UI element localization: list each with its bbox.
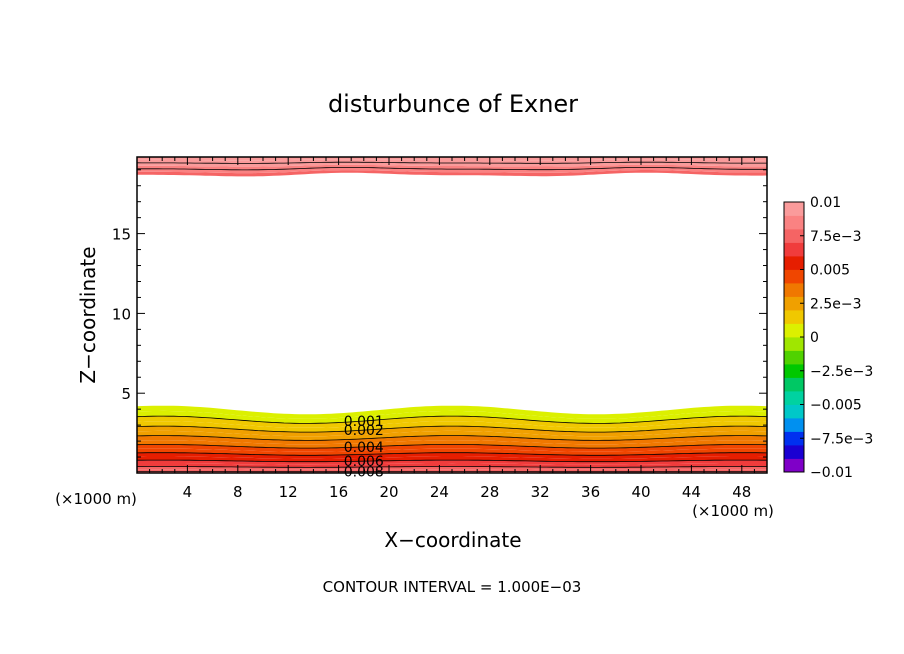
contour-band xyxy=(137,452,767,459)
colorbar-swatch xyxy=(784,418,804,432)
colorbar-label: −0.005 xyxy=(810,398,862,414)
colorbar-swatch xyxy=(784,242,804,257)
colorbar-label: 0.005 xyxy=(810,263,850,279)
contour-interval-note: CONTOUR INTERVAL = 1.000E−03 xyxy=(323,578,582,596)
contour-band xyxy=(137,430,767,441)
colorbar-swatch xyxy=(784,215,804,230)
contour-lines xyxy=(137,161,767,473)
contour-band xyxy=(137,456,767,462)
x-tick-label: 12 xyxy=(279,483,298,501)
colorbar-swatch xyxy=(784,445,804,459)
contour-label: 0.002 xyxy=(344,423,384,439)
x-tick-labels: 4 8 12 16 20 24 28 32 36 40 44 48 xyxy=(183,483,752,501)
colorbar-swatch xyxy=(784,377,804,392)
contour-line xyxy=(137,415,767,424)
y-tick-label: 10 xyxy=(112,305,131,323)
x-unit-left: (×1000 m) xyxy=(55,490,137,508)
colorbar-label: −7.5e−3 xyxy=(810,431,873,447)
colorbar: 0.01 7.5e−3 0.005 2.5e−3 0 −2.5e−3 −0.005 −7.5e… xyxy=(783,195,873,481)
contour-line xyxy=(137,444,767,449)
contour-band xyxy=(137,460,767,465)
x-unit-right: (×1000 m) xyxy=(692,502,774,520)
y-axis-label: Z−coordinate xyxy=(76,246,100,383)
contour-band xyxy=(137,448,767,456)
contour-line xyxy=(137,161,767,164)
colorbar-swatch xyxy=(784,364,804,378)
contour-line xyxy=(137,435,767,441)
contour-band xyxy=(137,405,767,419)
x-tick-label: 24 xyxy=(430,483,449,501)
colorbar-swatch xyxy=(784,202,804,216)
colorbar-label: 0.01 xyxy=(810,195,841,211)
x-tick-label: 44 xyxy=(682,483,701,501)
x-tick-label: 48 xyxy=(732,483,751,501)
colorbar-swatch xyxy=(784,229,804,243)
y-tick-label: 15 xyxy=(112,226,131,244)
axis-ticks xyxy=(137,157,767,473)
colorbar-swatch xyxy=(784,256,804,270)
colorbar-swatch xyxy=(784,296,804,311)
x-tick-label: 28 xyxy=(480,483,499,501)
x-tick-label: 32 xyxy=(531,483,550,501)
contour-band xyxy=(137,444,767,452)
y-tick-labels: 5 10 15 xyxy=(112,226,131,404)
colorbar-label: −2.5e−3 xyxy=(810,364,873,380)
contour-band xyxy=(137,463,767,468)
x-tick-label: 16 xyxy=(329,483,348,501)
contour-band xyxy=(137,416,767,428)
colorbar-label: 2.5e−3 xyxy=(810,296,862,312)
colorbar-swatch xyxy=(784,350,804,365)
x-tick-label: 36 xyxy=(581,483,600,501)
colorbar-swatch xyxy=(784,269,804,284)
x-tick-label: 20 xyxy=(379,483,398,501)
colorbar-swatch xyxy=(784,431,804,446)
chart-title: disturbunce of Exner xyxy=(328,90,578,118)
contour-band xyxy=(137,410,767,424)
contour-fills xyxy=(137,157,767,473)
contour-line xyxy=(137,452,767,456)
colorbar-label: −0.01 xyxy=(810,465,853,481)
contour-band xyxy=(137,421,767,433)
contour-label: 0.001 xyxy=(344,414,384,430)
x-tick-label: 40 xyxy=(631,483,650,501)
colorbar-swatch xyxy=(784,391,804,405)
y-tick-label: 5 xyxy=(121,385,131,403)
contour-band xyxy=(137,435,767,445)
x-tick-label: 8 xyxy=(233,483,243,501)
colorbar-swatch xyxy=(784,337,804,351)
colorbar-label: 0 xyxy=(810,330,819,346)
colorbar-swatch xyxy=(784,323,804,338)
colorbar-swatch xyxy=(784,310,804,324)
contour-band xyxy=(137,426,767,437)
contour-line xyxy=(137,459,767,463)
contour-line xyxy=(137,167,767,171)
contour-label: 0.004 xyxy=(344,440,384,456)
colorbar-swatch xyxy=(784,283,804,297)
contour-label: 0.006 xyxy=(344,454,384,470)
colorbar-swatch xyxy=(784,404,804,419)
contour-band xyxy=(137,170,767,177)
colorbar-swatch xyxy=(784,458,804,473)
contour-line xyxy=(137,466,767,468)
colorbar-label: 7.5e−3 xyxy=(810,229,862,245)
x-tick-label: 4 xyxy=(183,483,193,501)
contour-line xyxy=(137,425,767,433)
x-axis-label: X−coordinate xyxy=(384,528,521,552)
